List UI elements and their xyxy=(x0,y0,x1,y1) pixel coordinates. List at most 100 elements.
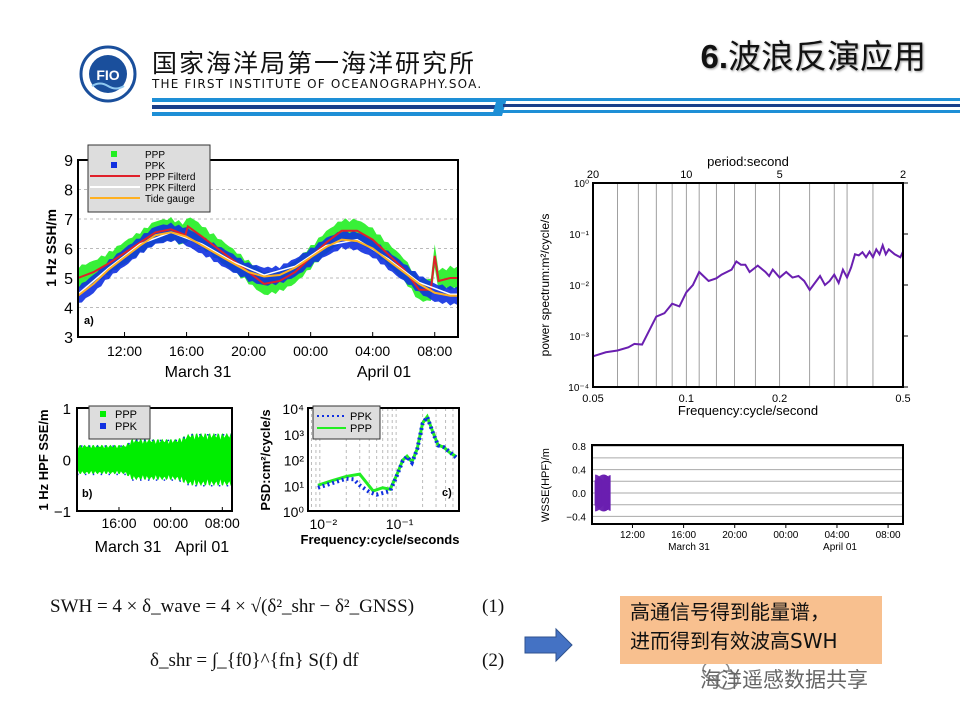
legend-label: PPK xyxy=(350,411,373,423)
x-tick-label: 04:00 xyxy=(824,530,849,541)
panel-label: b) xyxy=(82,488,93,500)
x-tick-label: 08:00 xyxy=(876,530,901,541)
ppk-point xyxy=(136,439,138,442)
slide-title: 6.波浪反演应用 xyxy=(700,30,926,78)
y-tick-label: 8 xyxy=(64,183,73,200)
ppk-point xyxy=(84,473,87,476)
ppk-point xyxy=(100,473,103,476)
y-axis-label: power spectrum:m²/cycle/s xyxy=(538,214,552,357)
ppk-point xyxy=(155,479,158,481)
equation-2: δ_shr = ∫_{f0}^{fn} S(f) df xyxy=(150,650,359,672)
x-tick-label: 08:00 xyxy=(205,515,240,531)
x-tick-label: 00:00 xyxy=(293,343,328,359)
legend-label: PPK xyxy=(145,161,165,172)
y-tick-label: 4 xyxy=(64,301,73,318)
y-axis-label: 1 Hz SSH/m xyxy=(43,209,59,287)
ppk-point xyxy=(187,483,189,486)
y-tick-label: 10⁻² xyxy=(569,281,589,292)
ppk-point xyxy=(199,434,201,436)
series-line-ppp xyxy=(317,413,457,493)
top-tick-label: 2 xyxy=(900,169,906,181)
ppk-point xyxy=(92,473,95,476)
ppk-point xyxy=(108,473,111,476)
ppk-point xyxy=(120,445,122,447)
x-tick-label: 10⁻¹ xyxy=(386,516,414,532)
top-tick-label: 10 xyxy=(680,169,692,181)
ppk-point xyxy=(222,434,225,436)
date-label: April 01 xyxy=(823,542,857,553)
ppk-point xyxy=(132,479,134,481)
legend-label: Tide gauge xyxy=(145,194,195,205)
header-stripes xyxy=(152,98,960,116)
legend-marker xyxy=(100,411,106,417)
x-tick-label: 04:00 xyxy=(355,343,390,359)
date-label: April 01 xyxy=(175,539,229,556)
ppk-point xyxy=(159,439,162,442)
x-tick-label: 20:00 xyxy=(722,530,747,541)
y-tick-label: −0.4 xyxy=(566,512,586,523)
x-tick-label: 00:00 xyxy=(773,530,798,541)
title-text: 波浪反演应用 xyxy=(728,37,926,76)
equation-1-number: (1) xyxy=(482,596,505,617)
y-tick-label: 0.8 xyxy=(572,442,586,453)
title-number: 6. xyxy=(700,38,728,75)
org-name-en: THE FIRST INSTITUTE OF OCEANOGRAPHY.SOA. xyxy=(152,77,483,91)
y-tick-label: 9 xyxy=(64,153,73,170)
ppk-point xyxy=(116,473,118,476)
series-line-ppk xyxy=(317,412,458,497)
date-label: March 31 xyxy=(668,542,710,553)
ppk-point xyxy=(140,479,142,481)
equation-2-number: (2) xyxy=(482,650,505,671)
y-tick-label: 7 xyxy=(64,212,73,229)
legend-marker xyxy=(111,162,117,168)
y-tick-label: 10⁰ xyxy=(283,504,305,520)
legend-marker xyxy=(100,423,106,429)
y-tick-label: 5 xyxy=(64,271,73,288)
y-axis-label: 1 Hz HPF SSE/m xyxy=(36,409,51,510)
y-tick-label: 10⁻⁴ xyxy=(568,383,589,394)
x-tick-label: 0.1 xyxy=(679,393,694,405)
chart-a-ssh: 3 4 5 6 7 8 9 12:00 16:00 20:00 00:00 04:00 08:00 Mar… xyxy=(43,144,459,381)
note-line-1: 高通信号得到能量谱， xyxy=(630,600,830,624)
x-tick-label: 16:00 xyxy=(671,530,696,541)
right-arrow-icon xyxy=(524,627,573,663)
panel-label: a) xyxy=(84,315,94,327)
ppk-point xyxy=(179,480,181,482)
date-label: March 31 xyxy=(95,539,162,556)
ppk-point xyxy=(226,484,229,487)
panel-label: c) xyxy=(442,487,452,499)
chart-b-frame xyxy=(76,407,233,512)
chart-wsse-frame xyxy=(591,444,904,525)
ppk-point xyxy=(143,439,146,442)
ppk-point xyxy=(214,434,217,436)
legend-label: PPK xyxy=(115,421,138,433)
x-tick-label: 10⁻² xyxy=(309,516,337,532)
y-tick-label: 10⁰ xyxy=(574,179,589,190)
chart-a-frame xyxy=(77,159,459,338)
x-tick-label: 16:00 xyxy=(169,343,204,359)
legend-label: PPP Filterd xyxy=(145,172,195,183)
equation-2-text: δ_shr = ∫_{f0}^{fn} S(f) df xyxy=(150,650,359,671)
y-tick-label: −1 xyxy=(54,504,71,521)
ppk-point xyxy=(128,442,130,445)
y-axis-label: WSSE(HPF)/m xyxy=(540,448,552,522)
y-tick-label: 10¹ xyxy=(284,478,305,494)
note-box: 高通信号得到能量谱， 进而得到有效波高SWH xyxy=(620,596,882,664)
x-tick-label: 12:00 xyxy=(107,343,142,359)
y-tick-label: 0.4 xyxy=(572,466,586,477)
ppk-point xyxy=(167,439,170,442)
legend-label: PPP xyxy=(350,423,372,435)
series-line xyxy=(592,242,904,358)
x-tick-label: 16:00 xyxy=(101,515,136,531)
chart-power-spectrum: 10⁻⁴ 10⁻³ 10⁻² 10⁻¹ 10⁰ 0.05 0.1 0.2 0.5 20 10 5 2 pe… xyxy=(538,154,911,418)
x-axis-label: Frequency:cycle/seconds xyxy=(301,532,460,547)
ppk-point xyxy=(207,434,209,436)
note-line-2: 进而得到有效波高SWH xyxy=(630,629,838,653)
x-tick-label: 0.05 xyxy=(582,393,603,405)
y-tick-label: 10⁴ xyxy=(282,401,304,417)
y-axis-label: PSD:cm²/cycle/s xyxy=(258,409,273,510)
x-tick-label: 0.5 xyxy=(895,393,910,405)
